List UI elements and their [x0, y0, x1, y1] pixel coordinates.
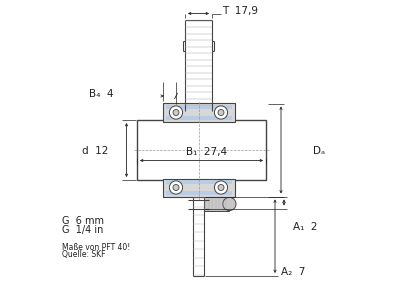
Circle shape: [173, 110, 179, 116]
Bar: [162, 103, 234, 122]
Bar: [166, 105, 232, 109]
Bar: [162, 178, 234, 196]
Text: Dₐ: Dₐ: [312, 146, 324, 157]
Circle shape: [214, 106, 228, 119]
Text: G  6 mm: G 6 mm: [62, 215, 104, 226]
Text: B₄  4: B₄ 4: [89, 89, 114, 100]
Circle shape: [173, 184, 179, 190]
Circle shape: [218, 184, 224, 190]
Text: A₂  7: A₂ 7: [281, 267, 305, 277]
Text: d  12: d 12: [82, 146, 108, 157]
Text: G  1/4 in: G 1/4 in: [62, 224, 103, 235]
Circle shape: [214, 181, 228, 194]
Bar: [204, 197, 230, 211]
Circle shape: [170, 181, 182, 194]
Text: A₁  2: A₁ 2: [293, 222, 318, 232]
Circle shape: [218, 110, 224, 116]
Bar: [166, 180, 232, 184]
Bar: [166, 116, 232, 120]
Circle shape: [223, 197, 236, 211]
Bar: [137, 120, 266, 180]
Bar: [166, 191, 232, 195]
Text: Maße von PFT 40!: Maße von PFT 40!: [62, 243, 130, 252]
Text: T  17,9: T 17,9: [222, 6, 258, 16]
Text: B₁  27,4: B₁ 27,4: [186, 146, 228, 157]
Text: Quelle: SKF: Quelle: SKF: [62, 250, 106, 259]
Circle shape: [170, 106, 182, 119]
